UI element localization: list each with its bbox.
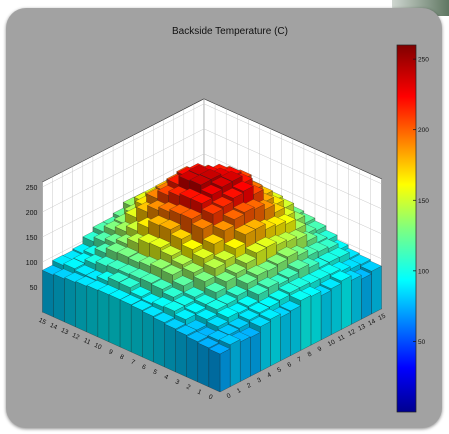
y-tick-label: 2 [185,383,192,391]
z-tick-label: 50 [30,285,38,292]
y-tick-label: 9 [107,348,114,356]
colorbar [396,44,417,413]
grid-line [42,103,382,188]
y-tick-label: 1 [196,388,203,396]
y-tick-label: 15 [38,317,48,327]
y-tick-label: 12 [71,332,81,342]
grid-line [42,128,382,213]
grid-line [42,153,382,238]
x-tick-label: 7 [296,356,303,364]
colorbar-tick-label: 200 [418,127,429,134]
y-tick-label: 5 [152,368,159,376]
z-tick-label: 250 [26,185,38,192]
x-tick-label: 15 [377,312,387,322]
y-tick-label: 0 [207,393,214,401]
x-tick-label: 1 [236,387,243,395]
x-tick-label: 0 [226,392,233,400]
z-tick-label: 100 [26,260,38,267]
x-tick-label: 6 [286,361,293,369]
x-tick-label: 4 [266,371,273,379]
colorbar-tick-label: 100 [418,268,429,275]
colorbar-tick-label: 50 [418,339,426,346]
colorbar-tick-label: 150 [418,198,429,205]
x-tick-label: 14 [367,318,377,328]
x-tick-label: 2 [246,382,253,390]
x-tick-label: 8 [307,351,314,359]
chart-title: Backside Temperature (C) [172,26,288,37]
y-tick-label: 6 [141,363,148,371]
y-tick-label: 3 [174,378,181,386]
y-tick-label: 10 [93,342,103,352]
x-tick-label: 9 [317,345,324,353]
z-tick-label: 150 [26,235,38,242]
colorbar-ticks: 50 100 150 200 250 [413,57,429,346]
colorbar-tick-label: 250 [418,57,429,64]
bar [208,343,231,393]
x-tick-label: 5 [276,366,283,374]
z-tick-label: 200 [26,210,38,217]
y-tick-label: 4 [163,373,170,381]
x-tick-label: 12 [347,328,357,338]
x-tick-label: 13 [357,323,367,333]
y-tick-label: 11 [82,337,91,346]
y-tick-label: 14 [49,322,59,332]
x-tick-label: 10 [327,338,337,348]
x-tick-label: 3 [256,377,263,385]
y-tick-label: 7 [130,358,137,366]
bars-group [42,163,382,393]
z-axis-ticks: 50 100 150 200 250 [26,185,38,292]
x-tick-label: 11 [337,334,347,343]
y-tick-label: 13 [60,327,70,337]
y-tick-label: 8 [119,353,126,361]
